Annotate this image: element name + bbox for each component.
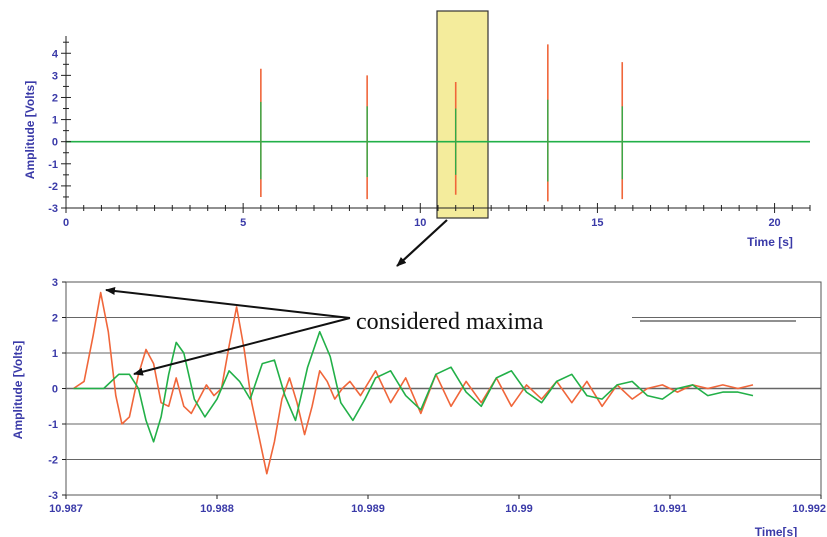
bottom-y-tick-label: 2 [52,313,58,325]
annotation-arrow-2 [133,317,351,376]
bottom-series-green [73,330,754,443]
annotation-background [350,304,632,336]
top-y-tick-label: 1 [52,115,58,127]
bottom-axes: -3 -2 -1 0 1 2 3 10.987 10.988 10.989 10.99 10.991 1… [48,277,826,515]
bottom-x-tick-label: 10.988 [200,503,234,515]
highlight-box [436,10,489,219]
zoom-connector-arrow [396,219,448,267]
bottom-x-tick-label: 10.99 [505,503,533,515]
top-x-tick-label: 5 [240,217,246,229]
bottom-x-tick-label: 10.987 [49,503,83,515]
bottom-x-tick-label: 10.991 [653,503,687,515]
top-x-tick-label: 20 [768,217,780,229]
bottom-x-axis-title: Time[s] [755,525,797,537]
annotation-text: considered maxima [356,309,544,335]
top-x-tick-label: 0 [63,217,69,229]
top-x-tick-label: 15 [591,217,603,229]
bottom-y-tick-label: -2 [48,455,58,467]
bottom-series-red [73,291,754,475]
top-chart: 0 5 10 15 20 -3 -2 -1 0 1 2 3 4 Amplitude [Volts] Ti… [23,10,811,249]
annotation: considered maxima [105,287,796,376]
bottom-x-tick-label: 10.989 [351,503,385,515]
top-y-tick-label: -2 [48,181,58,193]
top-y-tick-label: 4 [52,48,59,60]
top-x-tick-label: 10 [414,217,426,229]
bottom-y-tick-label: -3 [48,490,58,502]
bottom-y-tick-label: 1 [52,348,58,360]
top-y-tick-label: 2 [52,92,58,104]
top-y-axis-title: Amplitude [Volts] [23,81,37,179]
top-x-axis-title: Time [s] [747,235,793,249]
top-axes: 0 5 10 15 20 -3 -2 -1 0 1 2 3 4 [48,36,811,229]
top-y-tick-label: -3 [48,203,58,215]
bottom-y-axis-title: Amplitude [Volts] [11,341,25,439]
bottom-y-tick-label: 3 [52,277,58,289]
annotation-arrow-1 [105,287,351,319]
top-y-tick-label: 3 [52,70,58,82]
top-y-tick-label: -1 [48,159,58,171]
bottom-x-tick-label: 10.992 [792,503,826,515]
top-plot-content [66,44,810,202]
bottom-plot-content [73,291,754,475]
bottom-y-tick-label: 0 [52,384,58,396]
bottom-y-tick-label: -1 [48,419,58,431]
top-y-tick-label: 0 [52,137,58,149]
